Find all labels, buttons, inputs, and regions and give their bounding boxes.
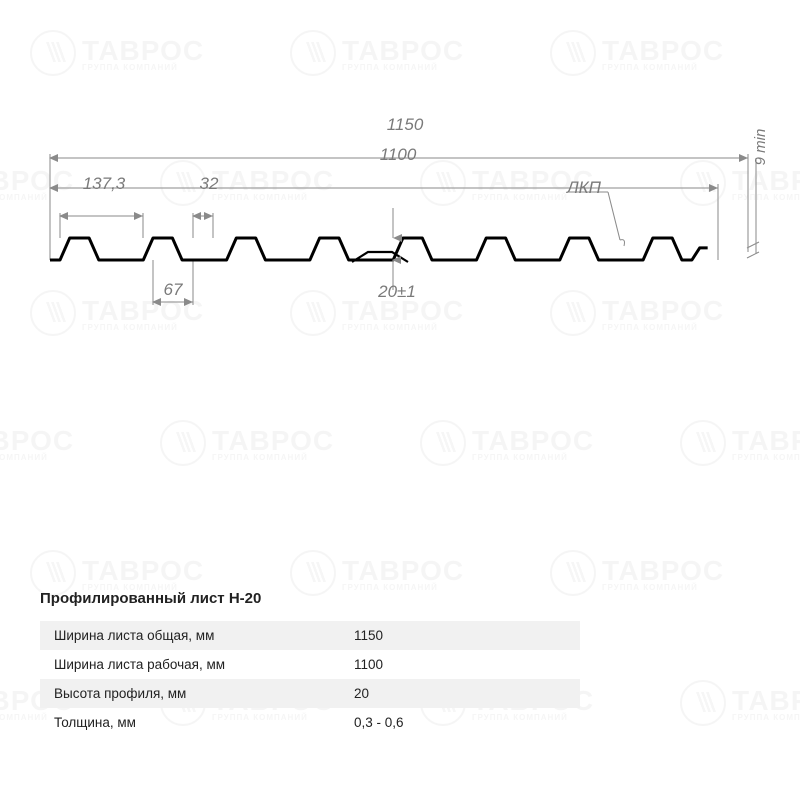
spec-row: Ширина листа общая, мм1150 bbox=[40, 621, 580, 650]
spec-label: Ширина листа рабочая, мм bbox=[54, 657, 354, 672]
dim-height: 20±1 bbox=[372, 282, 422, 302]
dim-pitch: 137,3 bbox=[78, 174, 130, 194]
spec-label: Ширина листа общая, мм bbox=[54, 628, 354, 643]
spec-row: Высота профиля, мм20 bbox=[40, 679, 580, 708]
spec-value: 1150 bbox=[354, 628, 570, 643]
spec-label: Толщина, мм bbox=[54, 715, 354, 730]
dim-flat-top: 32 bbox=[194, 174, 224, 194]
dim-flat-bottom: 67 bbox=[156, 280, 190, 300]
spec-table: Профилированный лист Н-20 Ширина листа о… bbox=[40, 590, 580, 737]
profile-diagram: 1150 1100 137,3 32 67 20±1 ЛКП 9 min bbox=[0, 0, 800, 450]
dim-total-width: 1150 bbox=[375, 115, 435, 135]
table-title: Профилированный лист Н-20 bbox=[40, 590, 580, 607]
dim-overlap: 9 min bbox=[752, 117, 769, 177]
dim-lkp: ЛКП bbox=[562, 178, 606, 198]
spec-value: 0,3 - 0,6 bbox=[354, 715, 570, 730]
spec-value: 20 bbox=[354, 686, 570, 701]
spec-value: 1100 bbox=[354, 657, 570, 672]
spec-row: Ширина листа рабочая, мм1100 bbox=[40, 650, 580, 679]
spec-label: Высота профиля, мм bbox=[54, 686, 354, 701]
watermark: ТАВРОСГРУППА КОМПАНИЙ bbox=[680, 680, 800, 726]
spec-row: Толщина, мм0,3 - 0,6 bbox=[40, 708, 580, 737]
dim-working-width: 1100 bbox=[368, 145, 428, 165]
